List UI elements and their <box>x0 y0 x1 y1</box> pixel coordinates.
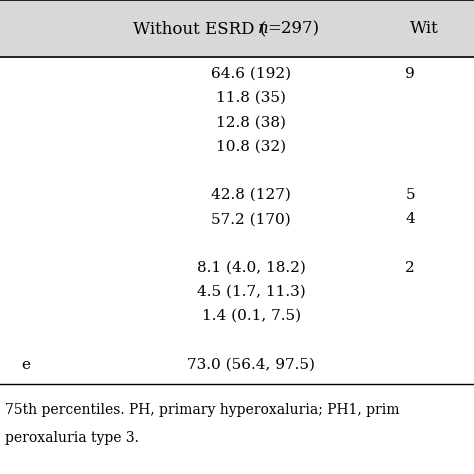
Text: 1.4 (0.1, 7.5): 1.4 (0.1, 7.5) <box>201 309 301 323</box>
Text: peroxaluria type 3.: peroxaluria type 3. <box>5 431 138 446</box>
Text: 5: 5 <box>405 188 415 202</box>
Text: 73.0 (56.4, 97.5): 73.0 (56.4, 97.5) <box>187 357 315 372</box>
Text: Without ESRD (: Without ESRD ( <box>133 20 266 37</box>
Text: 12.8 (38): 12.8 (38) <box>216 115 286 129</box>
Text: 10.8 (32): 10.8 (32) <box>216 139 286 154</box>
Text: 4.5 (1.7, 11.3): 4.5 (1.7, 11.3) <box>197 285 306 299</box>
Bar <box>0 0 474 57</box>
Text: 4: 4 <box>405 212 415 226</box>
Text: =297): =297) <box>267 20 319 37</box>
Text: 8.1 (4.0, 18.2): 8.1 (4.0, 18.2) <box>197 261 306 274</box>
Text: 11.8 (35): 11.8 (35) <box>216 91 286 105</box>
Text: n: n <box>257 20 268 37</box>
Text: 64.6 (192): 64.6 (192) <box>211 67 292 81</box>
Text: 42.8 (127): 42.8 (127) <box>211 188 291 202</box>
Text: Wit: Wit <box>410 20 439 37</box>
Text: 75th percentiles. PH, primary hyperoxaluria; PH1, prim: 75th percentiles. PH, primary hyperoxalu… <box>5 403 399 417</box>
Text: 57.2 (170): 57.2 (170) <box>211 212 291 226</box>
Text: 2: 2 <box>405 261 415 274</box>
Text: e: e <box>22 357 30 372</box>
Text: 9: 9 <box>405 67 415 81</box>
